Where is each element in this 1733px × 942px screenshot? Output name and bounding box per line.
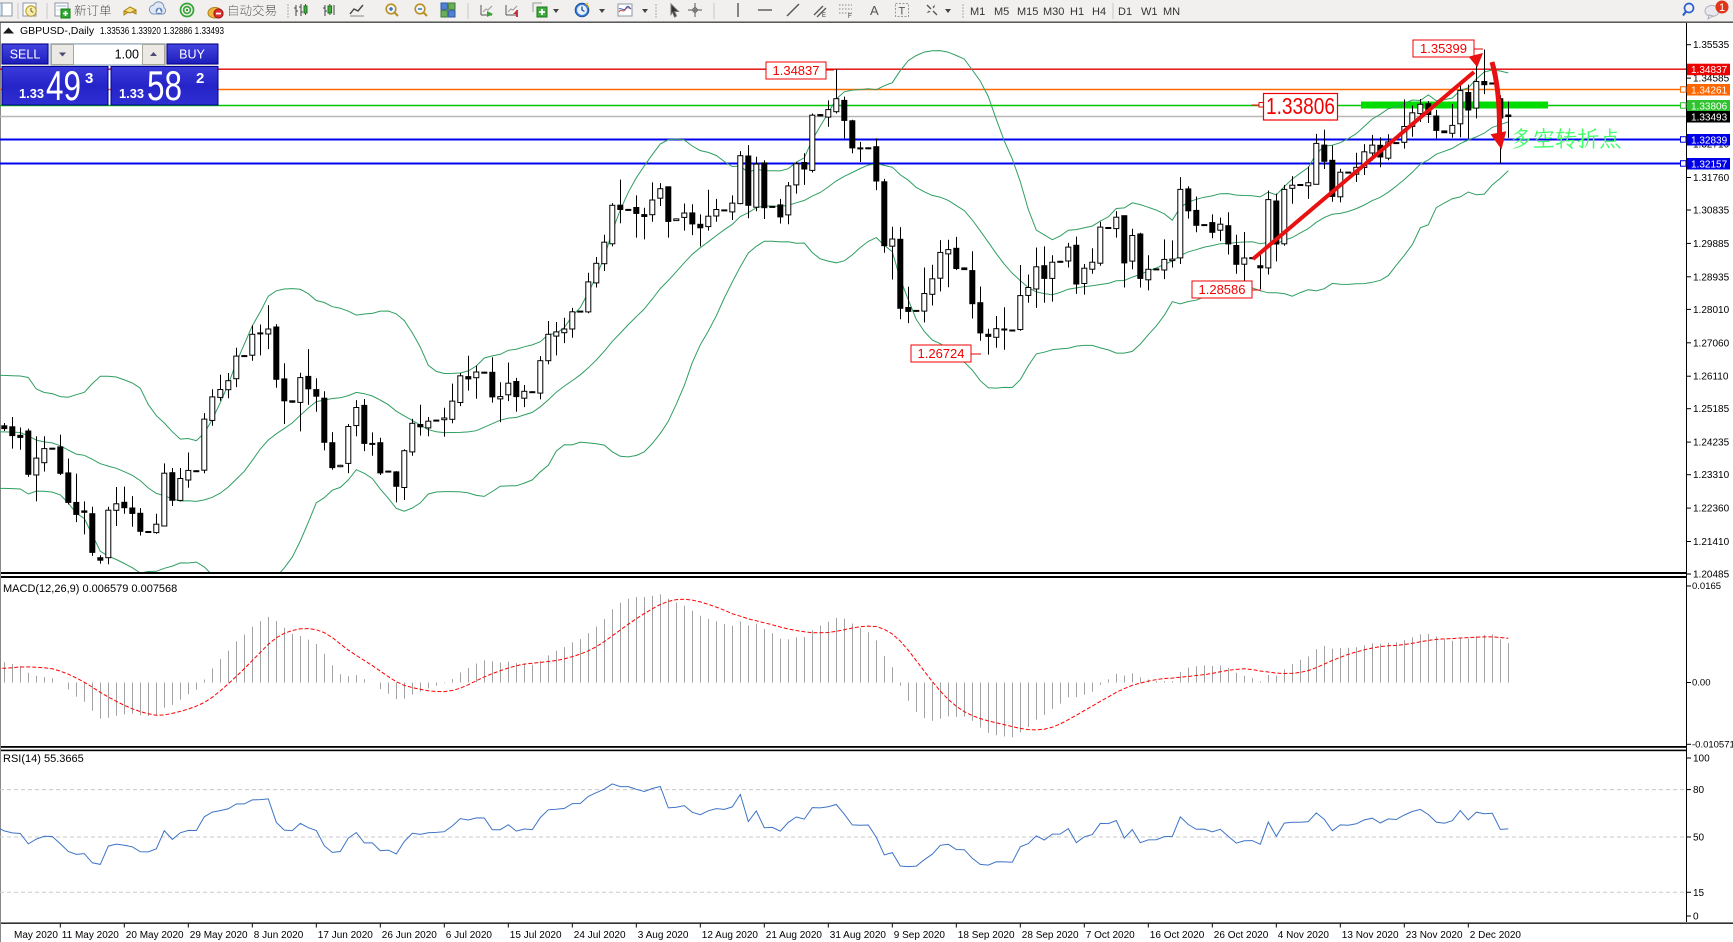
svg-text:21 Aug 2020: 21 Aug 2020 [766, 930, 823, 941]
svg-text:20 May 2020: 20 May 2020 [126, 930, 184, 941]
svg-text:1.33493: 1.33493 [1691, 112, 1728, 123]
svg-text:13 Nov 2020: 13 Nov 2020 [1342, 930, 1399, 941]
svg-text:24 Jul 2020: 24 Jul 2020 [574, 930, 626, 941]
svg-text:1.31760: 1.31760 [1693, 173, 1730, 184]
svg-text:31 Aug 2020: 31 Aug 2020 [830, 930, 887, 941]
svg-text:M5: M5 [994, 6, 1009, 18]
svg-text:MN: MN [1163, 6, 1180, 18]
svg-text:1.22360: 1.22360 [1693, 504, 1730, 515]
svg-text:1.32839: 1.32839 [1691, 135, 1728, 146]
svg-text:1.26724: 1.26724 [918, 346, 965, 361]
svg-text:M1: M1 [970, 6, 985, 18]
svg-text:58: 58 [147, 62, 182, 109]
svg-text:28 Sep 2020: 28 Sep 2020 [1022, 930, 1079, 941]
svg-text:26 Jun 2020: 26 Jun 2020 [382, 930, 437, 941]
svg-text:50: 50 [1693, 833, 1705, 844]
svg-text:29 May 2020: 29 May 2020 [190, 930, 248, 941]
svg-text:80: 80 [1693, 785, 1705, 796]
svg-text:15 Jul 2020: 15 Jul 2020 [510, 930, 562, 941]
svg-text:11 May 2020: 11 May 2020 [62, 930, 120, 941]
svg-text:1.28935: 1.28935 [1693, 272, 1730, 283]
svg-text:1.33806: 1.33806 [1691, 101, 1728, 112]
svg-text:26 Oct 2020: 26 Oct 2020 [1214, 930, 1269, 941]
svg-text:H4: H4 [1092, 6, 1106, 18]
svg-text:6 Jul 2020: 6 Jul 2020 [446, 930, 493, 941]
svg-text:1.29885: 1.29885 [1693, 239, 1730, 250]
svg-text:1.34585: 1.34585 [1693, 74, 1730, 85]
svg-text:2 Dec 2020: 2 Dec 2020 [1470, 930, 1522, 941]
svg-text:4 Nov 2020: 4 Nov 2020 [1278, 930, 1330, 941]
svg-text:49: 49 [46, 62, 81, 109]
svg-text:1.25185: 1.25185 [1693, 404, 1730, 415]
svg-text:2: 2 [196, 70, 204, 87]
svg-text:H1: H1 [1070, 6, 1084, 18]
svg-text:1.30835: 1.30835 [1693, 206, 1730, 217]
svg-text:SELL: SELL [10, 48, 41, 62]
svg-text:15: 15 [1693, 888, 1705, 899]
svg-text:0.0165: 0.0165 [1692, 581, 1721, 592]
svg-text:1.35535: 1.35535 [1693, 40, 1730, 51]
svg-text:1.34261: 1.34261 [1691, 85, 1728, 96]
svg-text:1.00: 1.00 [115, 48, 139, 62]
svg-text:RSI(14) 55.3665: RSI(14) 55.3665 [3, 753, 84, 765]
svg-text:A: A [870, 3, 879, 18]
svg-text:0: 0 [1693, 912, 1699, 923]
svg-text:BUY: BUY [179, 48, 205, 62]
svg-text:1.20485: 1.20485 [1693, 570, 1730, 581]
svg-text:1.33536 1.33920 1.32886 1.3349: 1.33536 1.33920 1.32886 1.33493 [100, 26, 224, 37]
svg-text:1.21410: 1.21410 [1693, 537, 1730, 548]
svg-text:16 Oct 2020: 16 Oct 2020 [1150, 930, 1205, 941]
svg-text:1.34837: 1.34837 [1691, 65, 1728, 76]
svg-text:E: E [822, 13, 826, 19]
svg-text:May 2020: May 2020 [14, 930, 58, 941]
svg-text:1.33806: 1.33806 [1266, 93, 1335, 119]
svg-text:1.24235: 1.24235 [1693, 438, 1730, 449]
svg-text:MACD(12,26,9) 0.006579 0.00756: MACD(12,26,9) 0.006579 0.007568 [3, 583, 177, 595]
svg-text:1.32157: 1.32157 [1691, 159, 1728, 170]
svg-text:18 Sep 2020: 18 Sep 2020 [958, 930, 1015, 941]
svg-text:M15: M15 [1017, 6, 1038, 18]
svg-text:W1: W1 [1141, 6, 1158, 18]
svg-text:1.35399: 1.35399 [1420, 41, 1467, 56]
svg-text:3 Aug 2020: 3 Aug 2020 [638, 930, 689, 941]
svg-text:1.26110: 1.26110 [1693, 372, 1729, 383]
svg-text:23 Nov 2020: 23 Nov 2020 [1406, 930, 1463, 941]
svg-text:9 Sep 2020: 9 Sep 2020 [894, 930, 946, 941]
svg-text:1: 1 [1719, 2, 1725, 14]
svg-text:GBPUSD-,Daily: GBPUSD-,Daily [20, 25, 95, 37]
svg-text:1.27060: 1.27060 [1693, 338, 1730, 349]
svg-text:12 Aug 2020: 12 Aug 2020 [702, 930, 759, 941]
svg-text:D1: D1 [1118, 6, 1132, 18]
svg-text:7 Oct 2020: 7 Oct 2020 [1086, 930, 1135, 941]
svg-text:100: 100 [1693, 754, 1710, 765]
svg-text:8 Jun 2020: 8 Jun 2020 [254, 930, 304, 941]
svg-text:3: 3 [85, 70, 93, 87]
svg-text:1.34837: 1.34837 [773, 63, 820, 78]
svg-text:M30: M30 [1043, 6, 1064, 18]
svg-text:17 Jun 2020: 17 Jun 2020 [318, 930, 373, 941]
svg-text:1.33: 1.33 [119, 87, 144, 101]
svg-text:1.33: 1.33 [19, 87, 44, 101]
svg-text:1.28010: 1.28010 [1693, 305, 1730, 316]
svg-text:T: T [899, 6, 906, 18]
svg-text:0.00: 0.00 [1692, 678, 1711, 689]
svg-text:-0.010571: -0.010571 [1692, 740, 1733, 751]
svg-text:1.28586: 1.28586 [1199, 282, 1246, 297]
svg-text:F: F [848, 14, 852, 20]
svg-text:1.23310: 1.23310 [1693, 470, 1730, 481]
